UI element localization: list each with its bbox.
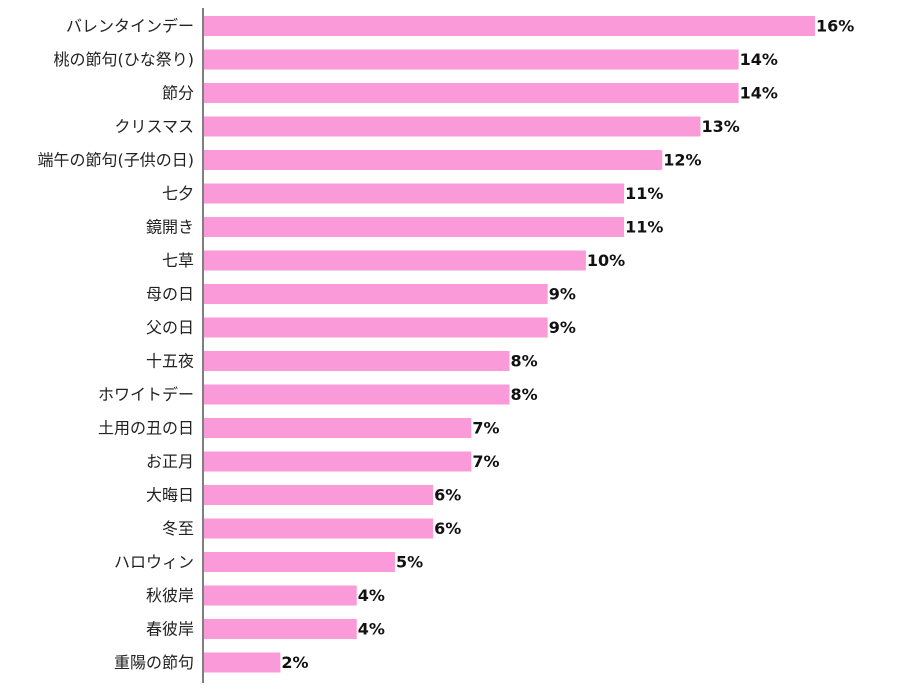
category-label: 母の日	[146, 285, 194, 304]
category-label: ハロウィン	[114, 553, 194, 572]
value-label: 11%	[625, 184, 663, 203]
category-label: 重陽の節句	[114, 653, 194, 672]
category-label: 七草	[162, 251, 194, 270]
value-label: 2%	[281, 653, 308, 672]
category-label: 土用の丑の日	[98, 419, 194, 438]
category-label: 春彼岸	[146, 620, 194, 639]
bar	[204, 585, 357, 606]
category-label: バレンタインデー	[66, 17, 194, 36]
bar	[204, 83, 739, 103]
value-label: 6%	[434, 486, 461, 505]
value-label: 8%	[511, 352, 538, 371]
bar	[204, 116, 701, 137]
category-label: 秋彼岸	[146, 586, 194, 605]
value-label: 9%	[549, 285, 576, 304]
value-label: 8%	[511, 385, 538, 404]
value-label: 4%	[358, 620, 385, 639]
bar	[204, 552, 395, 572]
bar	[204, 217, 625, 237]
category-label: 鏡開き	[146, 218, 194, 237]
value-label: 10%	[587, 251, 625, 270]
value-label: 11%	[625, 218, 663, 237]
value-label: 9%	[549, 318, 576, 337]
category-label: ホワイトデー	[98, 385, 194, 404]
value-label: 6%	[434, 519, 461, 538]
value-label: 16%	[816, 17, 854, 36]
bar	[204, 351, 510, 371]
bar	[204, 150, 663, 170]
category-label: 父の日	[146, 318, 194, 337]
bar	[204, 485, 434, 505]
bar	[204, 652, 281, 673]
category-label: クリスマス	[114, 117, 194, 136]
bar	[204, 183, 625, 204]
bar	[204, 619, 357, 639]
category-label: 桃の節句(ひな祭り)	[54, 50, 195, 69]
value-label: 5%	[396, 553, 423, 572]
bar	[204, 16, 815, 36]
value-label: 7%	[472, 419, 499, 438]
bar	[204, 284, 548, 304]
value-label: 14%	[740, 50, 778, 69]
category-label: 七夕	[162, 184, 194, 203]
bar	[204, 451, 472, 472]
category-label: お正月	[146, 452, 194, 471]
bar	[204, 518, 434, 539]
value-label: 13%	[701, 117, 739, 136]
bar	[204, 49, 739, 70]
bar	[204, 384, 510, 405]
category-label: 冬至	[162, 519, 194, 538]
bar	[204, 250, 586, 271]
value-label: 14%	[740, 84, 778, 103]
category-label: 大晦日	[146, 486, 194, 505]
value-labels: 16%14%14%13%12%11%11%10%9%9%8%8%7%7%6%6%…	[281, 17, 854, 673]
value-label: 7%	[472, 452, 499, 471]
bars-layer	[204, 16, 815, 673]
category-label: 節分	[162, 84, 194, 103]
bar	[204, 317, 548, 338]
value-label: 4%	[358, 586, 385, 605]
value-label: 12%	[663, 151, 701, 170]
category-label: 十五夜	[146, 352, 194, 371]
bar	[204, 418, 472, 438]
category-label: 端午の節句(子供の日)	[38, 151, 195, 170]
